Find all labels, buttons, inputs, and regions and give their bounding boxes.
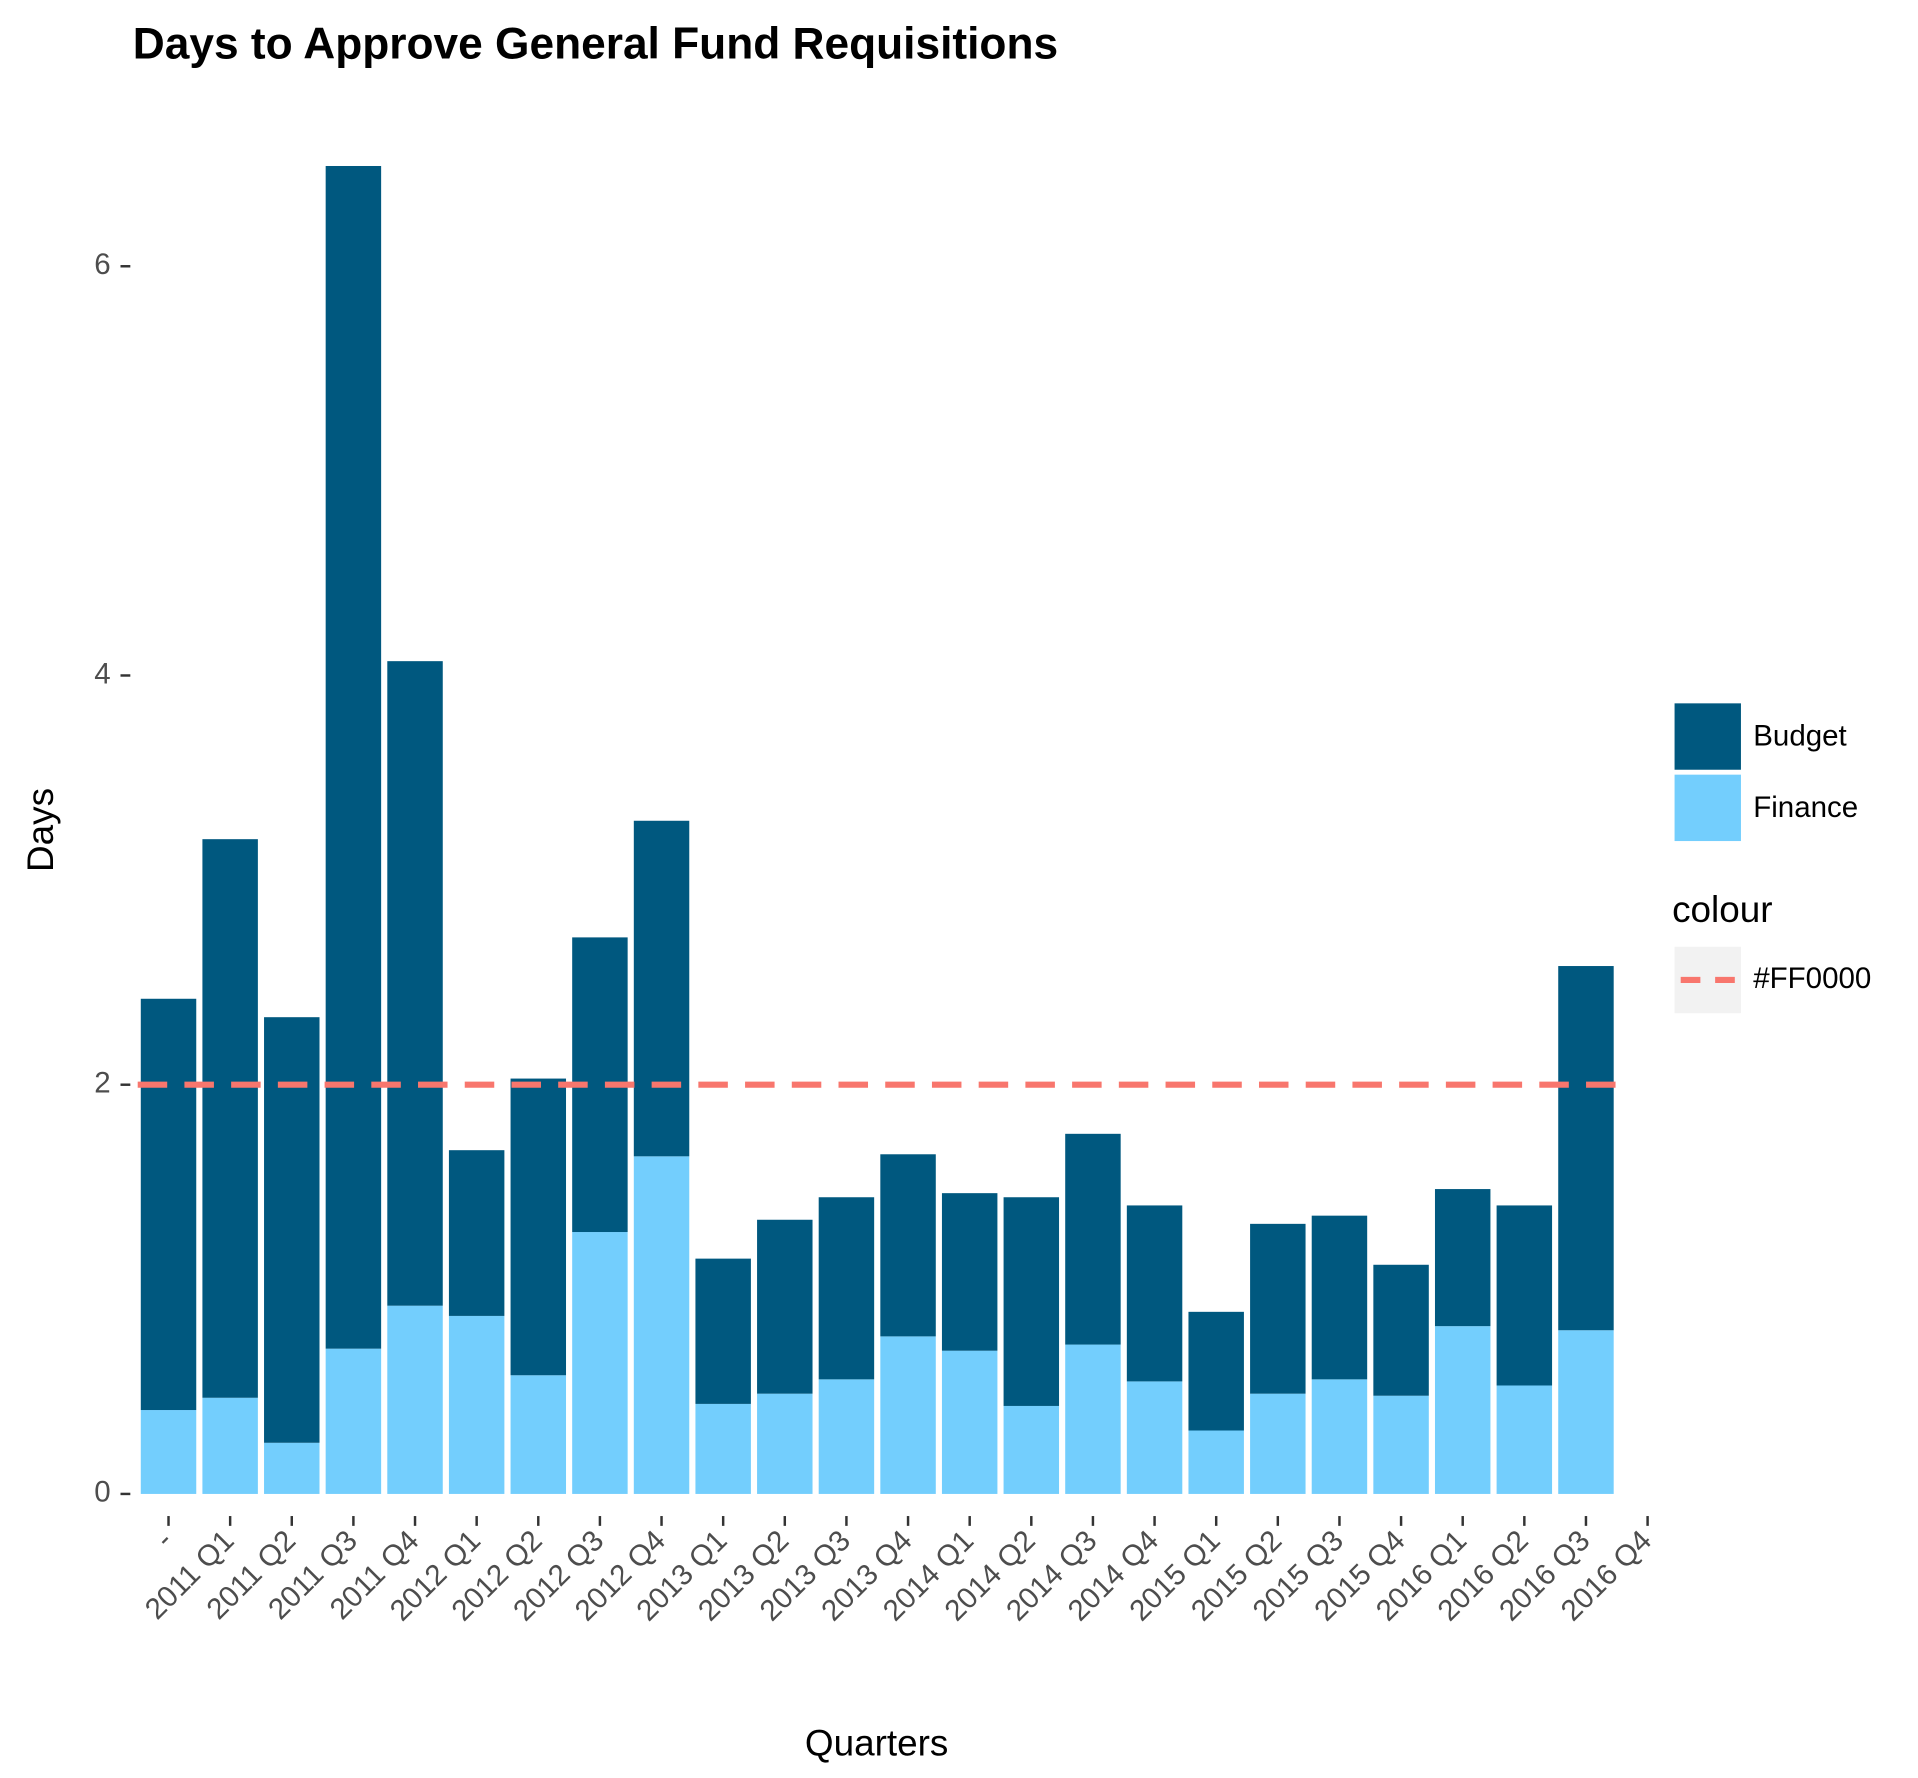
bar-segment [202, 1397, 258, 1494]
bar-segment [140, 1410, 197, 1494]
bar-segment [510, 1078, 567, 1376]
y-axis-label: Days [20, 788, 61, 872]
bar-segment [1434, 1326, 1491, 1494]
y-tick-label: 0 [94, 1476, 110, 1509]
bar-segment [264, 1442, 320, 1494]
bar-segment [1250, 1393, 1306, 1494]
legend-label: #FF0000 [1753, 962, 1871, 995]
bar-segment [1065, 1344, 1121, 1494]
bar-segment [1434, 1189, 1491, 1327]
bar-segment [387, 661, 443, 1306]
bar-segment [1126, 1381, 1183, 1494]
bar-segment [695, 1258, 751, 1404]
x-axis-label: Quarters [805, 1723, 948, 1764]
y-tick-label: 4 [94, 657, 110, 690]
bar-segment [1496, 1205, 1553, 1386]
bar-segment [325, 165, 382, 1349]
bar-segment [1003, 1197, 1060, 1406]
bar-segment [1126, 1205, 1183, 1382]
legend-key [1674, 774, 1741, 842]
bar-segment [1373, 1264, 1429, 1396]
bar-segment [1003, 1405, 1060, 1494]
x-tick-label: - [149, 1524, 179, 1554]
bar-segment [941, 1193, 998, 1351]
bar-segment [818, 1197, 875, 1380]
bar-segment [140, 998, 197, 1411]
bar-segment [880, 1336, 936, 1494]
bar-segment [1311, 1215, 1368, 1380]
y-tick-label: 6 [94, 248, 110, 281]
bar-segment [1373, 1395, 1429, 1494]
bar-segment [880, 1154, 936, 1337]
bar-segment [757, 1393, 813, 1494]
bar-segment [1558, 966, 1614, 1331]
bar-segment [448, 1150, 505, 1316]
bar-segment [572, 1232, 628, 1494]
legend-label: Budget [1753, 720, 1847, 753]
legend-key [1674, 703, 1741, 770]
bar-segment [448, 1315, 505, 1494]
bar-segment [510, 1375, 567, 1494]
bar-segment [757, 1219, 813, 1394]
legend-title: colour [1672, 889, 1772, 930]
bar-segment [1311, 1379, 1368, 1494]
legend-label: Finance [1753, 791, 1858, 824]
bar-segment [387, 1305, 443, 1494]
bar-segment [1188, 1311, 1244, 1431]
bar-segment [941, 1350, 998, 1494]
y-tick-label: 2 [94, 1067, 110, 1100]
bar-segment [1250, 1223, 1306, 1394]
bar-segment [1065, 1133, 1121, 1345]
bar-segment [633, 1156, 690, 1494]
bar-segment [1188, 1430, 1244, 1494]
chart-title: Days to Approve General Fund Requisition… [133, 19, 1058, 68]
bar-segment [695, 1403, 751, 1494]
bar-segment [818, 1379, 875, 1494]
bar-segment [202, 839, 258, 1398]
bar-segment [264, 1017, 320, 1443]
bar-segment [1558, 1330, 1614, 1494]
bar-segment [633, 820, 690, 1157]
bar-segment [325, 1348, 382, 1494]
bar-segment [1496, 1385, 1553, 1494]
